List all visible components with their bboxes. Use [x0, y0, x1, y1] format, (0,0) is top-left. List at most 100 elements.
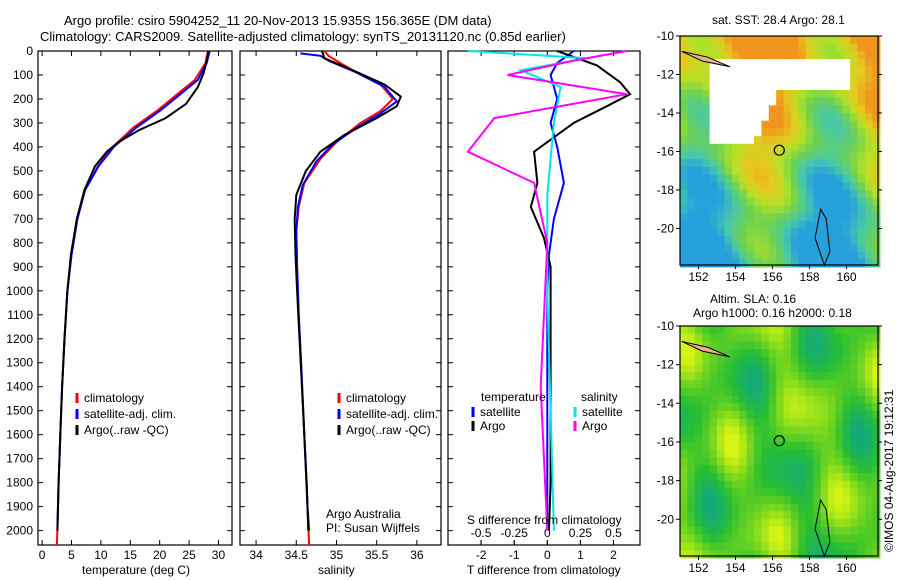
sst-map-cell [850, 89, 859, 99]
sla-map-cell [820, 395, 829, 404]
sst-map-cell [798, 243, 807, 253]
sst-map-cell [702, 97, 711, 106]
sst-map-cell [702, 174, 711, 183]
sla-map-cell [805, 457, 814, 466]
sst-map-cell [828, 36, 836, 45]
sst-map-cell [731, 166, 740, 176]
sst-map-cell [687, 251, 696, 260]
sst-map-cell [687, 174, 696, 183]
sst-map-cell [828, 82, 836, 91]
sla-map-cell [798, 488, 807, 497]
sla-map-cell [694, 527, 703, 536]
sst-map-cell [694, 189, 703, 199]
sla-map-cell [746, 527, 755, 536]
sla-map-cell [724, 395, 733, 404]
sst-map-cell [857, 251, 866, 260]
sla-map-cell [791, 550, 799, 559]
sst-map-cell [702, 205, 711, 214]
depth-tick-label: 1900 [6, 500, 33, 514]
sla-map-cell [754, 364, 762, 373]
sla-map-cell [776, 503, 785, 513]
sst-map-cell [739, 236, 748, 245]
salinity-series-argo-raw-qc- [293, 50, 403, 531]
sla-map-cell [702, 356, 711, 366]
sst-map-cell [724, 159, 733, 168]
sst-map-cell [805, 143, 814, 153]
sst-map-cell [680, 197, 688, 206]
sla-map-cell [724, 442, 733, 451]
sla-map-cell [746, 542, 755, 551]
sla-map-cell [717, 488, 725, 497]
sla-map-cell [813, 333, 822, 342]
sst-map-cell [717, 51, 725, 60]
sst-map-cell [791, 113, 799, 122]
sst-map-cell [791, 136, 799, 145]
sst-map-cell [783, 189, 792, 199]
sst-map-cell [805, 97, 814, 106]
sla-map-cell [731, 449, 740, 458]
sla-map-cell [731, 372, 740, 381]
sla-map-cell [687, 380, 696, 389]
sla-map-cell [754, 372, 762, 381]
sst-map-cell [791, 197, 799, 206]
sla-map-cell [717, 457, 725, 466]
sst-map-cell [746, 159, 755, 168]
sst-map-cell [709, 89, 718, 99]
sla-map-cell [872, 503, 881, 513]
sst-map-cell [820, 59, 829, 68]
sst-map-cell [739, 182, 748, 191]
sst-map-cell [791, 59, 799, 68]
sla-map-cell [783, 341, 792, 350]
sst-map-cell [865, 259, 873, 268]
sst-map-cell [835, 105, 844, 114]
sst-map-cell [746, 174, 755, 183]
sla-map-cell [724, 480, 733, 489]
sst-map-cell [783, 197, 792, 206]
depth-tick-label: 1100 [7, 308, 33, 322]
sla-map-cell [731, 534, 740, 543]
sla-map-cell [865, 403, 873, 412]
sla-map-cell [717, 395, 725, 404]
sst-map-cell [702, 120, 711, 129]
sst-map-cell [783, 105, 792, 114]
sst-map-cell [791, 128, 799, 137]
sla-map-cell [842, 411, 851, 420]
sla-map-cell [754, 333, 762, 342]
sst-map-cell [694, 59, 703, 68]
sla-map-cell [754, 534, 762, 543]
sla-map-cell [687, 387, 696, 397]
sst-map-cell [850, 259, 859, 268]
sst-map-cell [872, 43, 881, 52]
sst-map-cell [768, 197, 777, 206]
sst-map-cell [754, 128, 762, 137]
sst-map-cell [813, 43, 822, 52]
sst-map-cell [842, 136, 851, 145]
sst-map-cell [798, 36, 807, 45]
sst-map-cell [820, 189, 829, 199]
sst-map-cell [717, 82, 725, 91]
differences-series-salinity-argo [466, 50, 627, 531]
sla-map-cell [828, 442, 836, 451]
sla-map-cell [872, 349, 881, 358]
sst-map-cell [768, 236, 777, 245]
sla-map-cell [820, 387, 829, 397]
sst-map-cell [776, 74, 785, 83]
sst-map-cell [709, 236, 718, 245]
sla-map-cell [828, 465, 836, 474]
sla-map-cell [865, 550, 873, 559]
sst-map-cell [709, 189, 718, 199]
sla-map-cell [702, 380, 711, 389]
sla-argo-location-marker [773, 435, 785, 447]
sst-map-cell [724, 228, 733, 237]
sla-map-cell [828, 527, 836, 536]
sst-map-cell [783, 236, 792, 245]
sla-map-cell [776, 480, 785, 489]
sst-map-cell [872, 89, 881, 99]
sst-map-cell [776, 43, 785, 52]
sst-map-cell [731, 174, 740, 183]
salinity-xtick-label: 36 [410, 548, 424, 562]
sla-map-cell [761, 449, 770, 458]
sst-map-cell [872, 59, 881, 68]
sst-map-cell [746, 189, 755, 199]
sst-map-cell [828, 220, 836, 229]
